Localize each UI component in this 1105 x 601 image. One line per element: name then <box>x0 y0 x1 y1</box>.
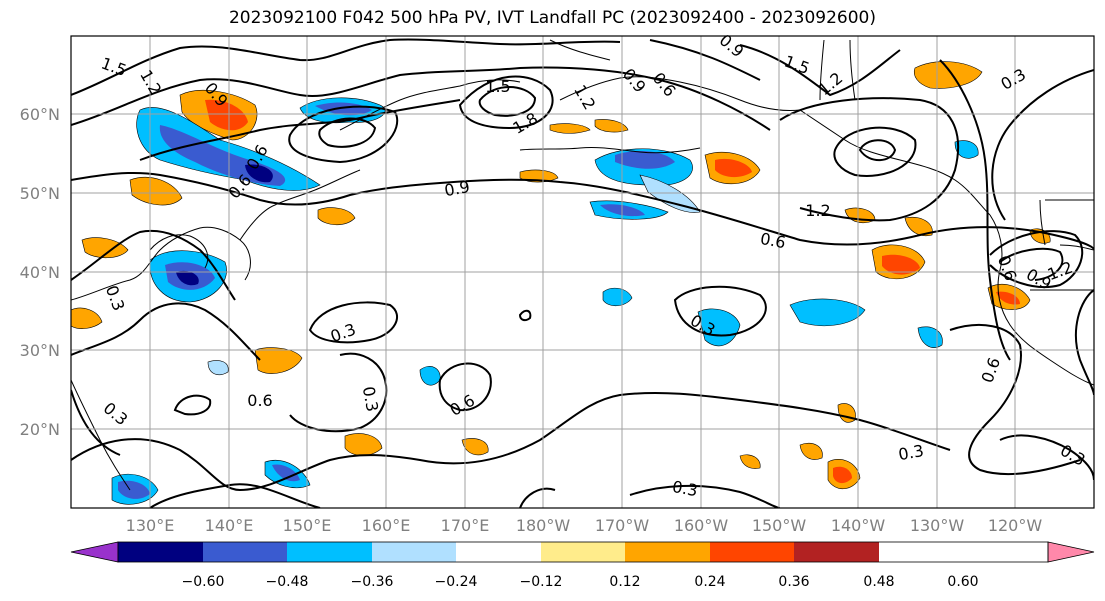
lon-label: 170°E <box>441 516 490 535</box>
lon-label: 140°E <box>205 516 254 535</box>
lon-label: 120°W <box>988 516 1043 535</box>
lat-label: 30°N <box>20 341 60 360</box>
colorbar-segment <box>287 542 372 562</box>
colorbar-segment <box>118 542 203 562</box>
map-frame <box>70 35 1095 509</box>
lon-label: 180°W <box>516 516 571 535</box>
colorbar: −0.60 −0.48 −0.36 −0.24 −0.12 0.12 0.24 … <box>70 541 1095 590</box>
coastlines <box>71 39 1094 491</box>
lon-label: 160°E <box>362 516 411 535</box>
contour-label: 1.5 <box>485 77 510 96</box>
lon-label: 170°W <box>595 516 650 535</box>
colorbar-tick: −0.60 <box>182 574 225 590</box>
lon-label: 150°E <box>283 516 332 535</box>
contour-label: 0.6 <box>247 391 272 410</box>
lat-label: 20°N <box>20 420 60 439</box>
colorbar-min-triangle <box>70 541 119 563</box>
colorbar-segment <box>625 542 710 562</box>
contour-label: 0.6 <box>759 229 787 252</box>
colorbar-ticks: −0.60 −0.48 −0.36 −0.24 −0.12 0.12 0.24 … <box>182 574 979 590</box>
contour-label: 0.9 <box>443 177 471 200</box>
colorbar-tick: −0.36 <box>351 574 394 590</box>
contour-label: 0.3 <box>359 385 382 413</box>
colorbar-segment <box>372 542 456 562</box>
lon-label: 130°W <box>910 516 965 535</box>
lat-label: 40°N <box>20 263 60 282</box>
colorbar-tick: 0.60 <box>947 574 978 590</box>
colorbar-tick: 0.36 <box>778 574 809 590</box>
colorbar-frame <box>117 541 1049 563</box>
chart-title: 2023092100 F042 500 hPa PV, IVT Landfall… <box>228 8 876 28</box>
contour-label: 0.3 <box>671 477 699 500</box>
colorbar-segment <box>794 542 879 562</box>
lat-label: 60°N <box>20 105 60 124</box>
colorbar-segment <box>541 542 625 562</box>
colorbar-segment <box>710 542 794 562</box>
lon-label: 150°W <box>752 516 807 535</box>
colorbar-tick: −0.24 <box>435 574 478 590</box>
contour-label: 0.3 <box>897 441 925 464</box>
latitude-labels: 60°N 50°N 40°N 30°N 20°N <box>20 105 60 439</box>
lat-label: 50°N <box>20 184 60 203</box>
colorbar-tick: 0.12 <box>609 574 640 590</box>
lon-label: 130°E <box>126 516 175 535</box>
lon-label: 140°W <box>831 516 886 535</box>
colorbar-max-triangle <box>1047 541 1095 563</box>
colorbar-segment <box>203 542 287 562</box>
colorbar-segment <box>456 542 541 562</box>
colorbar-tick: 0.48 <box>863 574 894 590</box>
longitude-labels: 130°E 140°E 150°E 160°E 170°E 180°W 170°… <box>126 516 1043 535</box>
contour-label: 1.2 <box>805 201 830 220</box>
colorbar-tick: −0.48 <box>266 574 309 590</box>
colorbar-tick: 0.24 <box>694 574 725 590</box>
graticule <box>71 36 1094 508</box>
lon-label: 160°W <box>674 516 729 535</box>
colorbar-tick: −0.12 <box>520 574 563 590</box>
